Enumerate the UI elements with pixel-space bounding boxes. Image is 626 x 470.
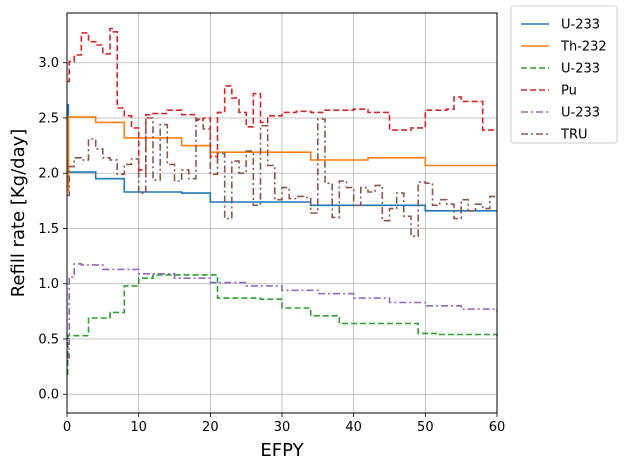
series-line bbox=[67, 263, 498, 359]
y-tick-label: 0.0 bbox=[38, 388, 59, 403]
y-tick-label: 3.0 bbox=[38, 56, 59, 71]
legend-label: U-233 bbox=[561, 18, 600, 33]
x-tick-label: 50 bbox=[417, 420, 434, 435]
y-tick-label: 1.5 bbox=[38, 222, 59, 237]
x-tick-label: 0 bbox=[63, 420, 71, 435]
grid bbox=[66, 13, 498, 413]
x-tick-label: 40 bbox=[345, 420, 362, 435]
legend-label: U-233 bbox=[561, 106, 600, 121]
series-line bbox=[67, 103, 497, 212]
series-line bbox=[66, 274, 498, 376]
legend-label: TRU bbox=[560, 128, 588, 143]
y-axis-ticks: 0.0 0.5 1.0 1.5 2.0 2.5 3.0 bbox=[38, 56, 67, 403]
series-layer bbox=[66, 27, 498, 376]
x-tick-label: 30 bbox=[274, 420, 291, 435]
series-line bbox=[67, 117, 497, 237]
x-tick-label: 60 bbox=[489, 420, 506, 435]
y-tick-label: 2.0 bbox=[38, 167, 59, 182]
legend-box bbox=[510, 5, 618, 144]
series-line bbox=[67, 27, 497, 171]
x-tick-label: 20 bbox=[202, 420, 219, 435]
legend-label: Th-232 bbox=[560, 40, 607, 55]
y-axis-label: Refill rate [Kg/day] bbox=[8, 129, 29, 298]
y-tick-label: 0.5 bbox=[38, 332, 59, 347]
y-tick-label: 1.0 bbox=[38, 277, 59, 292]
legend: U-233 Th-232 U-233 Pu U-233 TRU bbox=[510, 5, 618, 144]
y-tick-label: 2.5 bbox=[38, 111, 59, 126]
x-axis-label: EFPY bbox=[260, 440, 304, 461]
x-tick-label: 10 bbox=[130, 420, 147, 435]
x-axis-ticks: 0 10 20 30 40 50 60 bbox=[63, 413, 505, 435]
legend-label: Pu bbox=[561, 84, 577, 99]
legend-label: U-233 bbox=[561, 62, 600, 77]
